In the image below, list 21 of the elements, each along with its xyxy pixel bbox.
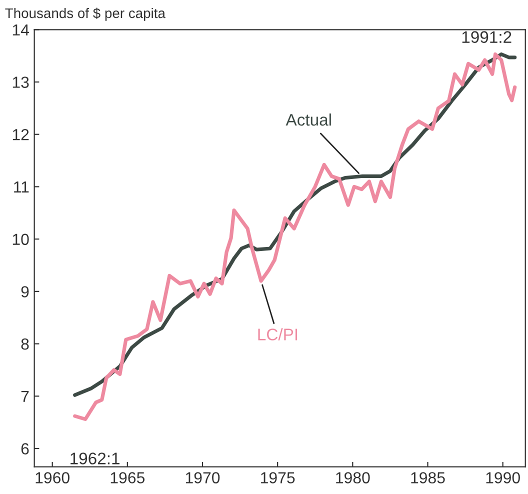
x-tick-label: 1990	[486, 472, 520, 484]
text: Actual	[286, 113, 331, 126]
x-tick-label: 1960	[36, 472, 70, 484]
y-tick-label: 6	[21, 443, 29, 454]
y-tick-label: 13	[12, 76, 29, 88]
y-tick-label: 7	[21, 390, 29, 402]
y-tick-label: 12	[12, 128, 29, 140]
x-tick-label: 1970	[186, 472, 220, 484]
y-axis-title: Thousands of $ per capita	[5, 8, 166, 21]
x-tick-label: 1965	[110, 472, 145, 484]
annotation: 1991:2	[462, 31, 512, 43]
x-tick-label: 1980	[336, 472, 370, 484]
x-tick-label: 1975	[261, 472, 295, 484]
y-tick-label: 11	[14, 182, 29, 192]
annotation: 1962:1	[70, 452, 120, 464]
x-tick-label: 1985	[411, 472, 445, 484]
y-tick-label: 8	[21, 338, 29, 350]
y-tick-label: 9	[21, 286, 29, 298]
text: LC/PI	[258, 328, 298, 340]
y-tick-label: 14	[12, 24, 29, 36]
y-tick-label: 10	[12, 234, 29, 246]
